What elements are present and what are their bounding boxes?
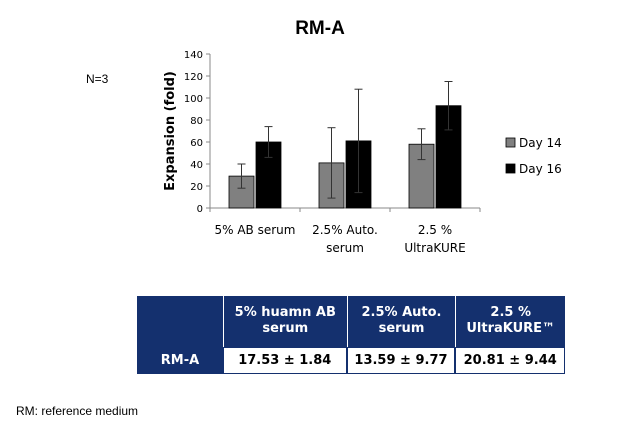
y-tick-label: 20 (190, 182, 203, 193)
y-tick-label: 140 (184, 50, 203, 61)
y-axis-title: Expansion (fold) (163, 71, 178, 191)
chart-axes (206, 53, 481, 212)
y-tick-label: 40 (190, 160, 203, 171)
sample-size-note: N=3 (86, 72, 109, 86)
x-tick-label-line: 5% AB serum (215, 223, 296, 237)
bar (228, 175, 255, 209)
table-row-label: RM-A (160, 352, 200, 368)
chart-labels: 0 20 40 60 80 100 120 140 Expansion (fold) 5% AB … (163, 50, 466, 255)
x-tick-label-line: 2.5 % (418, 223, 452, 237)
x-tick-label: 5% AB serum (215, 223, 296, 237)
table-cell-auto-serum: 13.59 ± 9.77 (346, 346, 456, 374)
y-tick-label: 0 (197, 204, 203, 215)
legend-swatch (505, 163, 516, 174)
table-row: RM-A 17.53 ± 1.84 13.59 ± 9.77 20.81 ± 9… (137, 346, 565, 374)
table-cell-ab-serum: 17.53 ± 1.84 (223, 346, 347, 374)
x-tick-label: 2.5 % UltraKURE (404, 223, 465, 255)
footnote: RM: reference medium (16, 404, 139, 418)
table-header-ab-serum: 5% huamn AB serum (223, 296, 347, 347)
bar (408, 143, 435, 209)
chart-title: RM-A (295, 18, 345, 39)
x-tick-label-line: serum (326, 241, 364, 255)
chart-legend: Day 14 Day 16 (505, 136, 562, 176)
x-tick-label: 2.5% Auto. serum (312, 223, 378, 255)
y-tick-label: 120 (184, 72, 203, 83)
table-header-auto-serum: 2.5% Auto. serum (346, 296, 456, 347)
legend-swatch (505, 137, 516, 148)
table-header-row: 5% huamn AB serum 2.5% Auto. serum 2.5 %… (137, 296, 565, 347)
bar-chart: 0 20 40 60 80 100 120 140 Expansion (fold) 5% AB … (163, 50, 562, 255)
legend-label: Day 14 (519, 136, 562, 150)
x-tick-label-line: UltraKURE (404, 241, 465, 255)
chart-bars (228, 105, 462, 209)
chart-error-bars (237, 81, 453, 199)
table-cell-ultrakure: 20.81 ± 9.44 (455, 346, 565, 374)
y-tick-label: 100 (184, 94, 203, 105)
legend-label: Day 16 (519, 162, 562, 176)
summary-table: 5% huamn AB serum 2.5% Auto. serum 2.5 %… (137, 296, 565, 374)
table-corner-cell (137, 296, 223, 347)
table-header-ultrakure: 2.5 % UltraKURE™ (455, 296, 565, 347)
x-tick-label-line: 2.5% Auto. (312, 223, 378, 237)
y-tick-label: 80 (190, 116, 203, 127)
y-tick-label: 60 (190, 138, 203, 149)
